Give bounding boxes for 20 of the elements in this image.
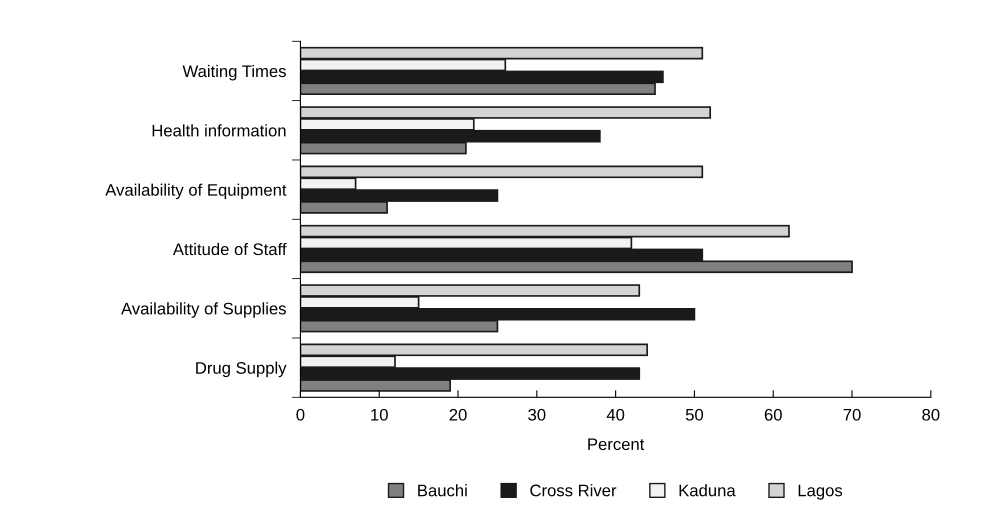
x-tick-label: 60	[764, 408, 782, 421]
x-tick-label: 30	[528, 408, 546, 421]
legend-label: Bauchi	[418, 484, 467, 496]
x-tick-label: 40	[606, 408, 624, 421]
y-tick-label: Availability of Supplies	[121, 302, 286, 318]
legend-label: Lagos	[798, 484, 842, 500]
x-tick-label: 70	[844, 408, 861, 421]
x-tick-label: 0	[296, 408, 304, 421]
x-tick-label: 80	[922, 408, 940, 421]
x-tick-label: 10	[371, 408, 388, 421]
x-tick-label: 50	[686, 408, 704, 421]
y-tick-label: Health information	[152, 124, 286, 136]
legend-label: Kaduna	[680, 484, 736, 496]
x-axis-title: Percent	[588, 438, 644, 450]
legend-label: Cross River	[530, 484, 616, 496]
x-tick-label: 20	[450, 408, 467, 421]
y-tick-label: Drug Supply	[196, 362, 287, 378]
y-tick-label: Availability of Equipment	[105, 184, 286, 200]
y-tick-label: Attitude of Staff	[172, 242, 287, 256]
y-tick-label: Waiting Times	[182, 64, 286, 80]
